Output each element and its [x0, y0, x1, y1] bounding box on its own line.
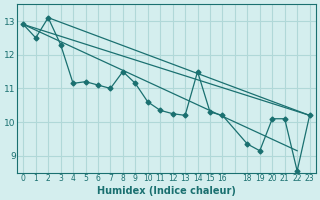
X-axis label: Humidex (Indice chaleur): Humidex (Indice chaleur): [97, 186, 236, 196]
